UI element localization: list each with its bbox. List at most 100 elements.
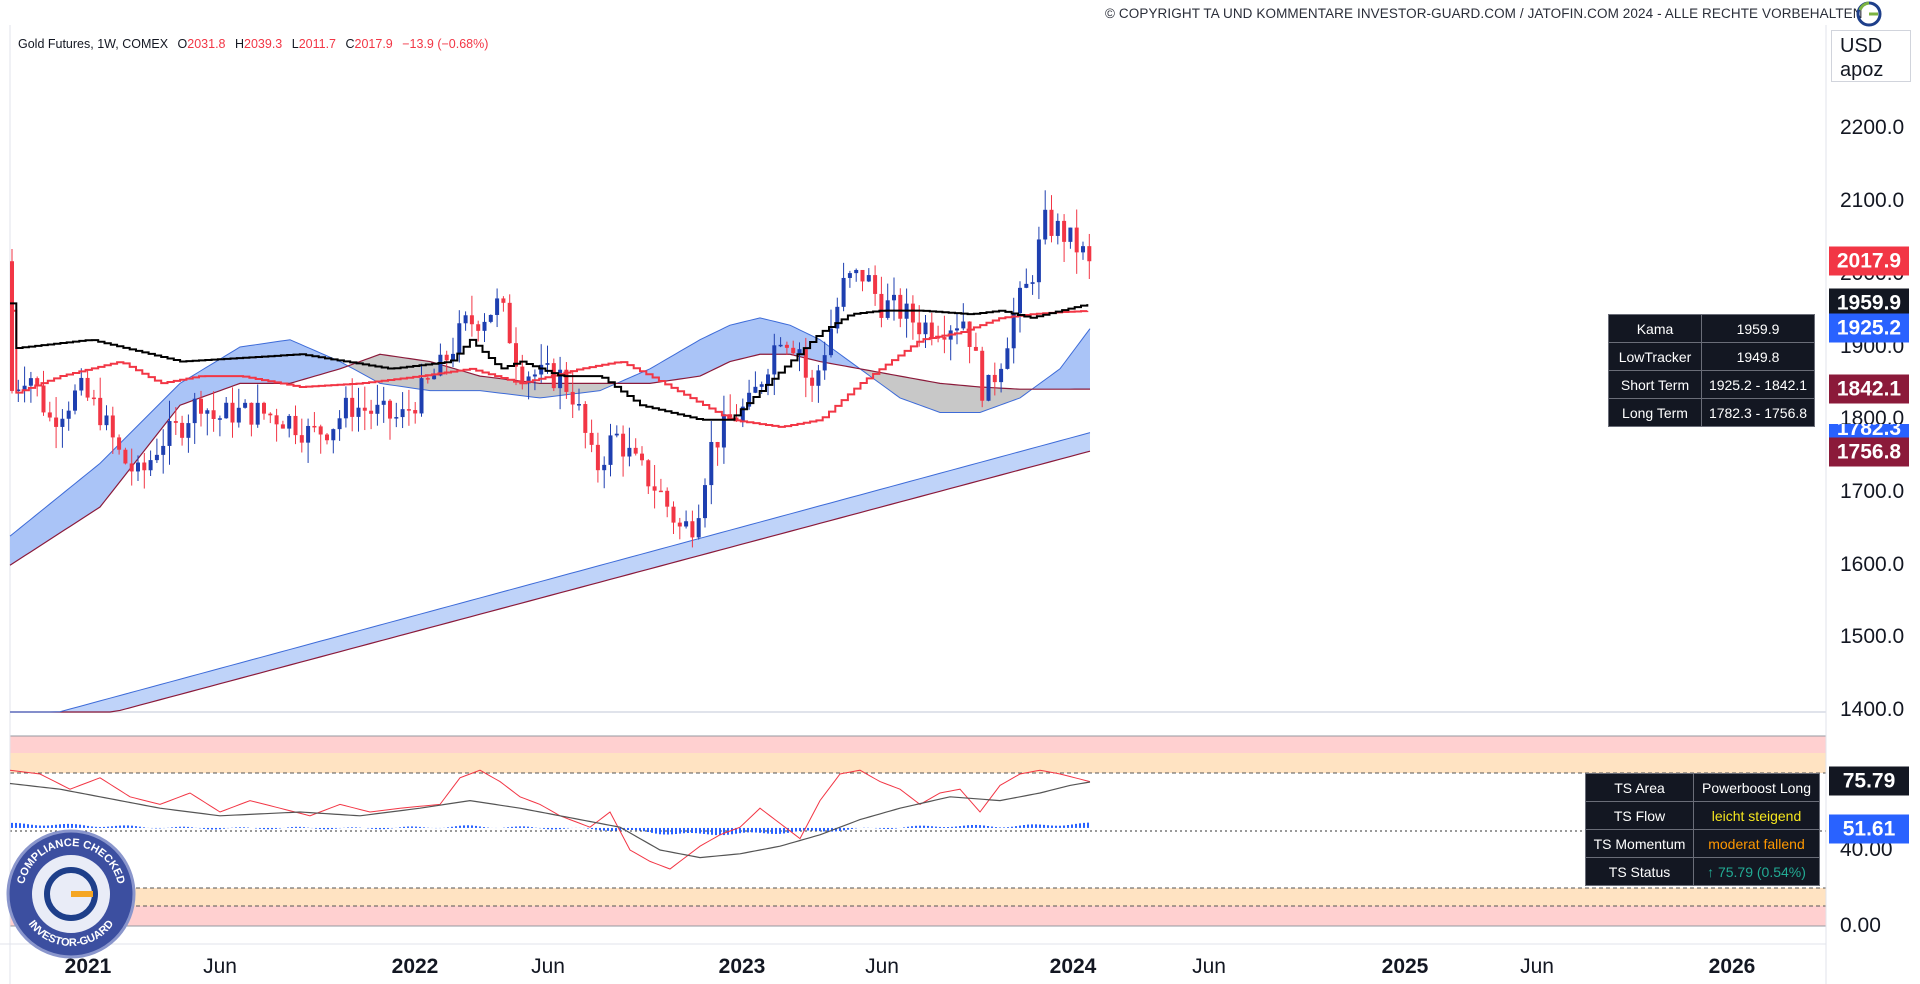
cloud-segment (182, 379, 186, 405)
cloud-segment (962, 385, 966, 413)
cloud-segment (494, 377, 498, 393)
cloud-segment (282, 340, 286, 384)
cloud-segment (482, 376, 486, 392)
cloud-segment (94, 465, 98, 511)
cloud-segment (330, 357, 334, 372)
cloud-segment (966, 385, 970, 413)
oscillator-oversold-zone (10, 906, 1826, 926)
cloud-segment (306, 346, 310, 379)
cloud-segment (134, 425, 138, 464)
cloud-segment (370, 356, 374, 381)
candle-body (621, 433, 626, 457)
candle-body (507, 302, 512, 344)
cloud-segment (934, 382, 938, 412)
candle-body (343, 397, 348, 419)
ohlc-legend[interactable]: Gold Futures, 1W, COMEX O2031.8 H2039.3 … (18, 37, 488, 51)
cloud-segment (222, 355, 226, 390)
cloud-segment (290, 339, 294, 384)
oscillator-lower-band (10, 888, 1826, 906)
cloud-segment (98, 461, 102, 509)
candle-body (532, 374, 537, 377)
candle-body (772, 345, 777, 375)
candle-body (545, 363, 550, 365)
cloud-segment (1086, 328, 1090, 390)
candle-body (432, 375, 437, 380)
candle-body (992, 374, 997, 383)
cloud-segment (622, 379, 626, 384)
candle-body (526, 376, 531, 384)
cloud-segment (402, 357, 406, 388)
cloud-segment (706, 334, 710, 374)
candle-body (759, 384, 764, 387)
cloud-segment (258, 343, 262, 384)
cloud-segment (642, 370, 646, 384)
cloud-segment (762, 318, 766, 355)
cloud-segment (598, 383, 602, 391)
investor-guard-logo-icon[interactable] (1855, 0, 1883, 28)
candle-body (1036, 239, 1041, 283)
cloud-segment (242, 346, 246, 384)
candle-body (287, 415, 292, 429)
cloud-segment (162, 397, 166, 429)
indicator-values-table: Kama 1959.9 LowTracker 1949.8 Short Term 19… (1608, 314, 1815, 427)
cloud-segment (726, 325, 730, 364)
cloud-segment (1018, 389, 1022, 399)
cloud-segment (150, 409, 154, 444)
candle-body (665, 490, 670, 507)
row-label: Long Term (1608, 398, 1702, 427)
candle-body (999, 368, 1004, 383)
candle-body (167, 421, 172, 446)
cloud-segment (1014, 388, 1018, 401)
oscillator (9, 769, 1091, 870)
candle-body (1062, 220, 1067, 242)
cloud-segment (106, 453, 110, 500)
candle-body (243, 402, 248, 408)
x-tick-label: Jun (1520, 955, 1554, 978)
row-value: 1959.9 (1701, 314, 1815, 343)
cloud-segment (718, 329, 722, 368)
low-label: L (291, 37, 299, 51)
cloud-segment (946, 383, 950, 413)
candle-body (847, 273, 852, 278)
cloud-segment (710, 332, 714, 372)
cloud-segment (50, 500, 54, 540)
cloud-segment (386, 355, 390, 385)
cloud-segment (766, 319, 770, 355)
candle-body (614, 433, 619, 436)
x-tick-label: 2021 (64, 955, 112, 978)
cloud-segment (894, 375, 898, 397)
candle-body (469, 315, 474, 325)
close-label: C (345, 37, 355, 51)
candle-body (325, 434, 329, 441)
candle-body (293, 415, 298, 436)
cloud-segment (638, 372, 642, 384)
cloud-segment (662, 359, 666, 382)
cloud-segment (630, 375, 634, 384)
cloud-segment (234, 348, 238, 386)
cloud-segment (394, 356, 398, 386)
candle-body (715, 441, 720, 448)
candle-body (677, 522, 682, 527)
candle-body (690, 521, 695, 538)
currency-unit-selector[interactable]: USD apoz (1831, 30, 1911, 82)
candle-body (148, 460, 153, 471)
candle-body (457, 323, 462, 354)
candle-body (356, 407, 361, 417)
cloud-segment (294, 341, 298, 383)
cloud-segment (730, 324, 734, 362)
candle-body (66, 410, 71, 419)
cloud-segment (506, 379, 510, 395)
x-tick-label: 2023 (718, 955, 766, 978)
cloud-segment (378, 354, 382, 384)
cloud-segment (938, 383, 942, 413)
candle-body (766, 374, 770, 385)
ts-area-tag: 75.79 (1829, 766, 1909, 796)
cloud-segment (914, 378, 918, 405)
candle-body (910, 303, 915, 323)
cloud-segment (690, 343, 694, 378)
candle-body (236, 407, 241, 423)
cloud-segment (686, 345, 690, 379)
short-term-cloud (9, 317, 1091, 566)
candle-body (879, 293, 884, 318)
